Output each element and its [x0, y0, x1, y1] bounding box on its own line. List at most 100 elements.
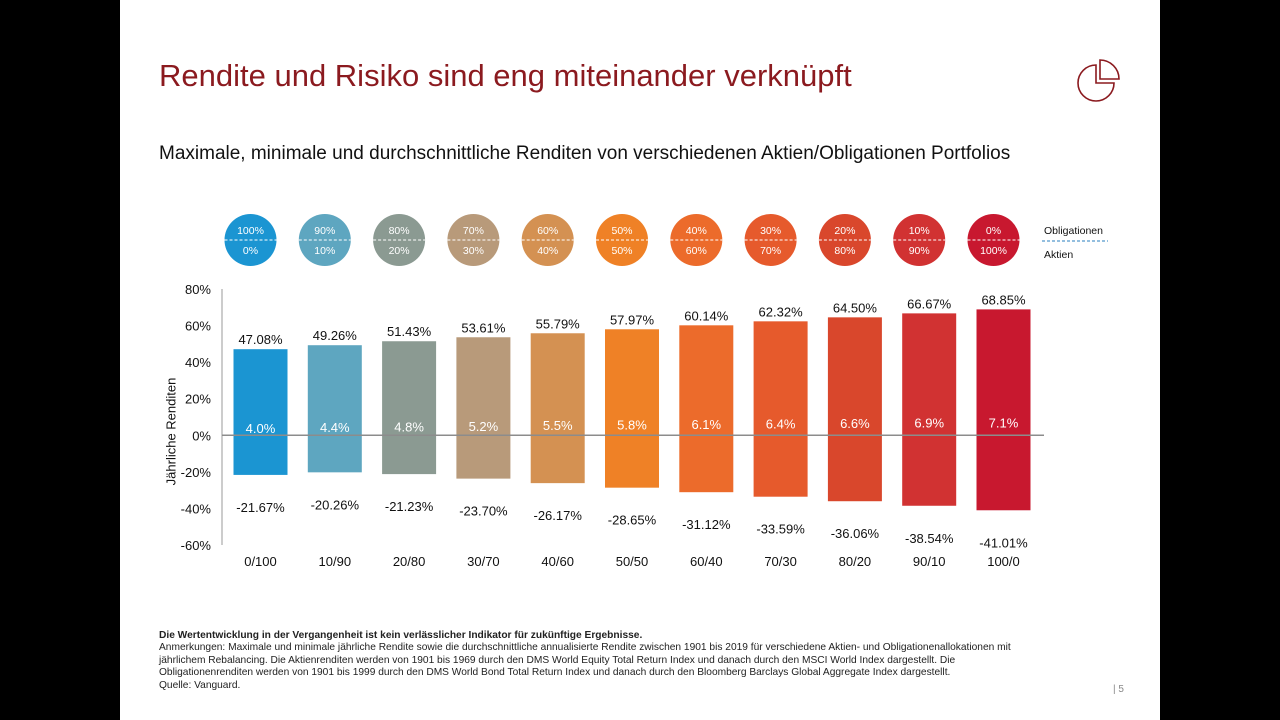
stocks-share-label: 90% [909, 245, 930, 257]
source: Quelle: Vanguard. [159, 679, 241, 691]
bar [307, 345, 362, 473]
bar [827, 317, 882, 502]
bonds-share-label: 20% [834, 225, 855, 237]
x-tick-label: 60/40 [690, 554, 723, 569]
bonds-share-label: 0% [986, 225, 1001, 237]
max-data-label: 53.61% [461, 320, 506, 335]
bar-chart: 80% 60% 40% 20% 0% -20% -40% -60% 47.08% -21.67% 4… [181, 214, 1108, 569]
page-number: | 5 [1113, 684, 1124, 695]
max-data-label: 51.43% [387, 324, 432, 339]
min-data-label: -26.17% [533, 508, 582, 523]
note-line: jährlichem Rebalancing. Die Aktienrendit… [159, 654, 956, 666]
pie-chart-icon [1077, 59, 1120, 102]
stocks-share-label: 80% [834, 245, 855, 257]
bonds-share-label: 80% [389, 225, 410, 237]
stocks-share-label: 50% [611, 245, 632, 257]
bonds-share-label: 10% [909, 225, 930, 237]
avg-data-label: 5.8% [617, 418, 647, 433]
disclaimer: Die Wertentwicklung in der Vergangenheit… [159, 630, 643, 641]
max-data-label: 64.50% [833, 300, 878, 315]
x-tick-label: 0/100 [244, 554, 277, 569]
avg-data-label: 6.9% [914, 416, 944, 431]
stocks-share-label: 10% [314, 245, 335, 257]
slide: Rendite und Risiko sind eng miteinander … [120, 0, 1160, 720]
note-line: Obligationenrenditen werden von 1901 bis… [159, 667, 951, 679]
max-data-label: 47.08% [238, 332, 283, 347]
page-title: Rendite und Risiko sind eng miteinander … [159, 58, 852, 93]
min-data-label: -38.54% [905, 531, 954, 546]
x-tick-label: 20/80 [393, 554, 426, 569]
y-axis-title: Jährliche Renditen [163, 377, 179, 486]
bar [976, 309, 1031, 511]
chart-subtitle: Maximale, minimale und durchschnittliche… [159, 143, 1011, 164]
avg-data-label: 4.8% [394, 420, 424, 435]
min-data-label: -23.70% [459, 504, 508, 519]
footnotes: Die Wertentwicklung in der Vergangenheit… [159, 630, 1079, 692]
bonds-share-label: 40% [686, 225, 707, 237]
bar [530, 333, 585, 484]
x-tick-label: 30/70 [467, 554, 500, 569]
bonds-share-label: 60% [537, 225, 558, 237]
x-tick-label: 70/30 [764, 554, 797, 569]
y-tick-label: 60% [185, 319, 211, 334]
min-data-label: -36.06% [831, 526, 880, 541]
avg-data-label: 4.0% [246, 421, 276, 436]
stocks-share-label: 40% [537, 245, 558, 257]
bonds-share-label: 70% [463, 225, 484, 237]
min-data-label: -41.01% [979, 535, 1028, 550]
bonds-share-label: 50% [611, 225, 632, 237]
avg-data-label: 6.6% [840, 416, 870, 431]
y-tick-label: -40% [181, 501, 212, 516]
bar [382, 341, 437, 475]
bar [679, 325, 734, 493]
avg-data-label: 5.5% [543, 418, 573, 433]
min-data-label: -20.26% [311, 497, 360, 512]
y-tick-label: 0% [192, 428, 211, 443]
bar [456, 337, 511, 479]
x-tick-label: 90/10 [913, 554, 946, 569]
x-tick-label: 40/60 [541, 554, 574, 569]
legend-bonds: Obligationen [1044, 225, 1103, 237]
y-tick-label: 80% [185, 282, 211, 297]
max-data-label: 62.32% [759, 304, 804, 319]
max-data-label: 55.79% [536, 316, 581, 331]
stocks-share-label: 60% [686, 245, 707, 257]
stocks-share-label: 20% [389, 245, 410, 257]
max-data-label: 57.97% [610, 312, 655, 327]
avg-data-label: 6.4% [766, 417, 796, 432]
avg-data-label: 4.4% [320, 420, 350, 435]
min-data-label: -28.65% [608, 513, 657, 528]
avg-data-label: 5.2% [469, 419, 499, 434]
avg-data-label: 6.1% [691, 417, 721, 432]
stocks-share-label: 0% [243, 245, 258, 257]
stocks-share-label: 100% [980, 245, 1007, 257]
min-data-label: -21.67% [236, 500, 285, 515]
min-data-label: -33.59% [756, 522, 805, 537]
max-data-label: 60.14% [684, 308, 729, 323]
x-tick-label: 80/20 [839, 554, 872, 569]
bar [233, 349, 288, 475]
legend-stocks: Aktien [1044, 249, 1073, 261]
x-tick-label: 50/50 [616, 554, 649, 569]
y-tick-label: -60% [181, 538, 212, 553]
stocks-share-label: 30% [463, 245, 484, 257]
avg-data-label: 7.1% [989, 415, 1019, 430]
bonds-share-label: 100% [237, 225, 264, 237]
max-data-label: 66.67% [907, 296, 952, 311]
stocks-share-label: 70% [760, 245, 781, 257]
bar [605, 329, 659, 488]
bar [753, 321, 808, 497]
max-data-label: 68.85% [981, 292, 1026, 307]
bonds-share-label: 30% [760, 225, 781, 237]
bar [902, 313, 957, 506]
note-line: Anmerkungen: Maximale und minimale jährl… [159, 642, 1011, 654]
y-tick-label: 40% [185, 355, 211, 370]
min-data-label: -21.23% [385, 499, 434, 514]
max-data-label: 49.26% [313, 328, 358, 343]
y-tick-label: 20% [185, 392, 211, 407]
x-tick-label: 100/0 [987, 554, 1020, 569]
bonds-share-label: 90% [314, 225, 335, 237]
x-tick-label: 10/90 [319, 554, 352, 569]
min-data-label: -31.12% [682, 517, 731, 532]
y-tick-label: -20% [181, 465, 212, 480]
